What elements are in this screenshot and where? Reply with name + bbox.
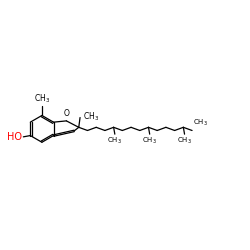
Text: HO: HO [6, 132, 22, 142]
Text: CH$_3$: CH$_3$ [177, 136, 192, 146]
Text: CH$_3$: CH$_3$ [84, 110, 100, 123]
Text: O: O [64, 109, 69, 118]
Text: CH$_3$: CH$_3$ [142, 136, 157, 146]
Text: CH$_3$: CH$_3$ [34, 92, 50, 105]
Text: CH$_3$: CH$_3$ [107, 136, 122, 146]
Text: CH$_3$: CH$_3$ [193, 118, 208, 128]
